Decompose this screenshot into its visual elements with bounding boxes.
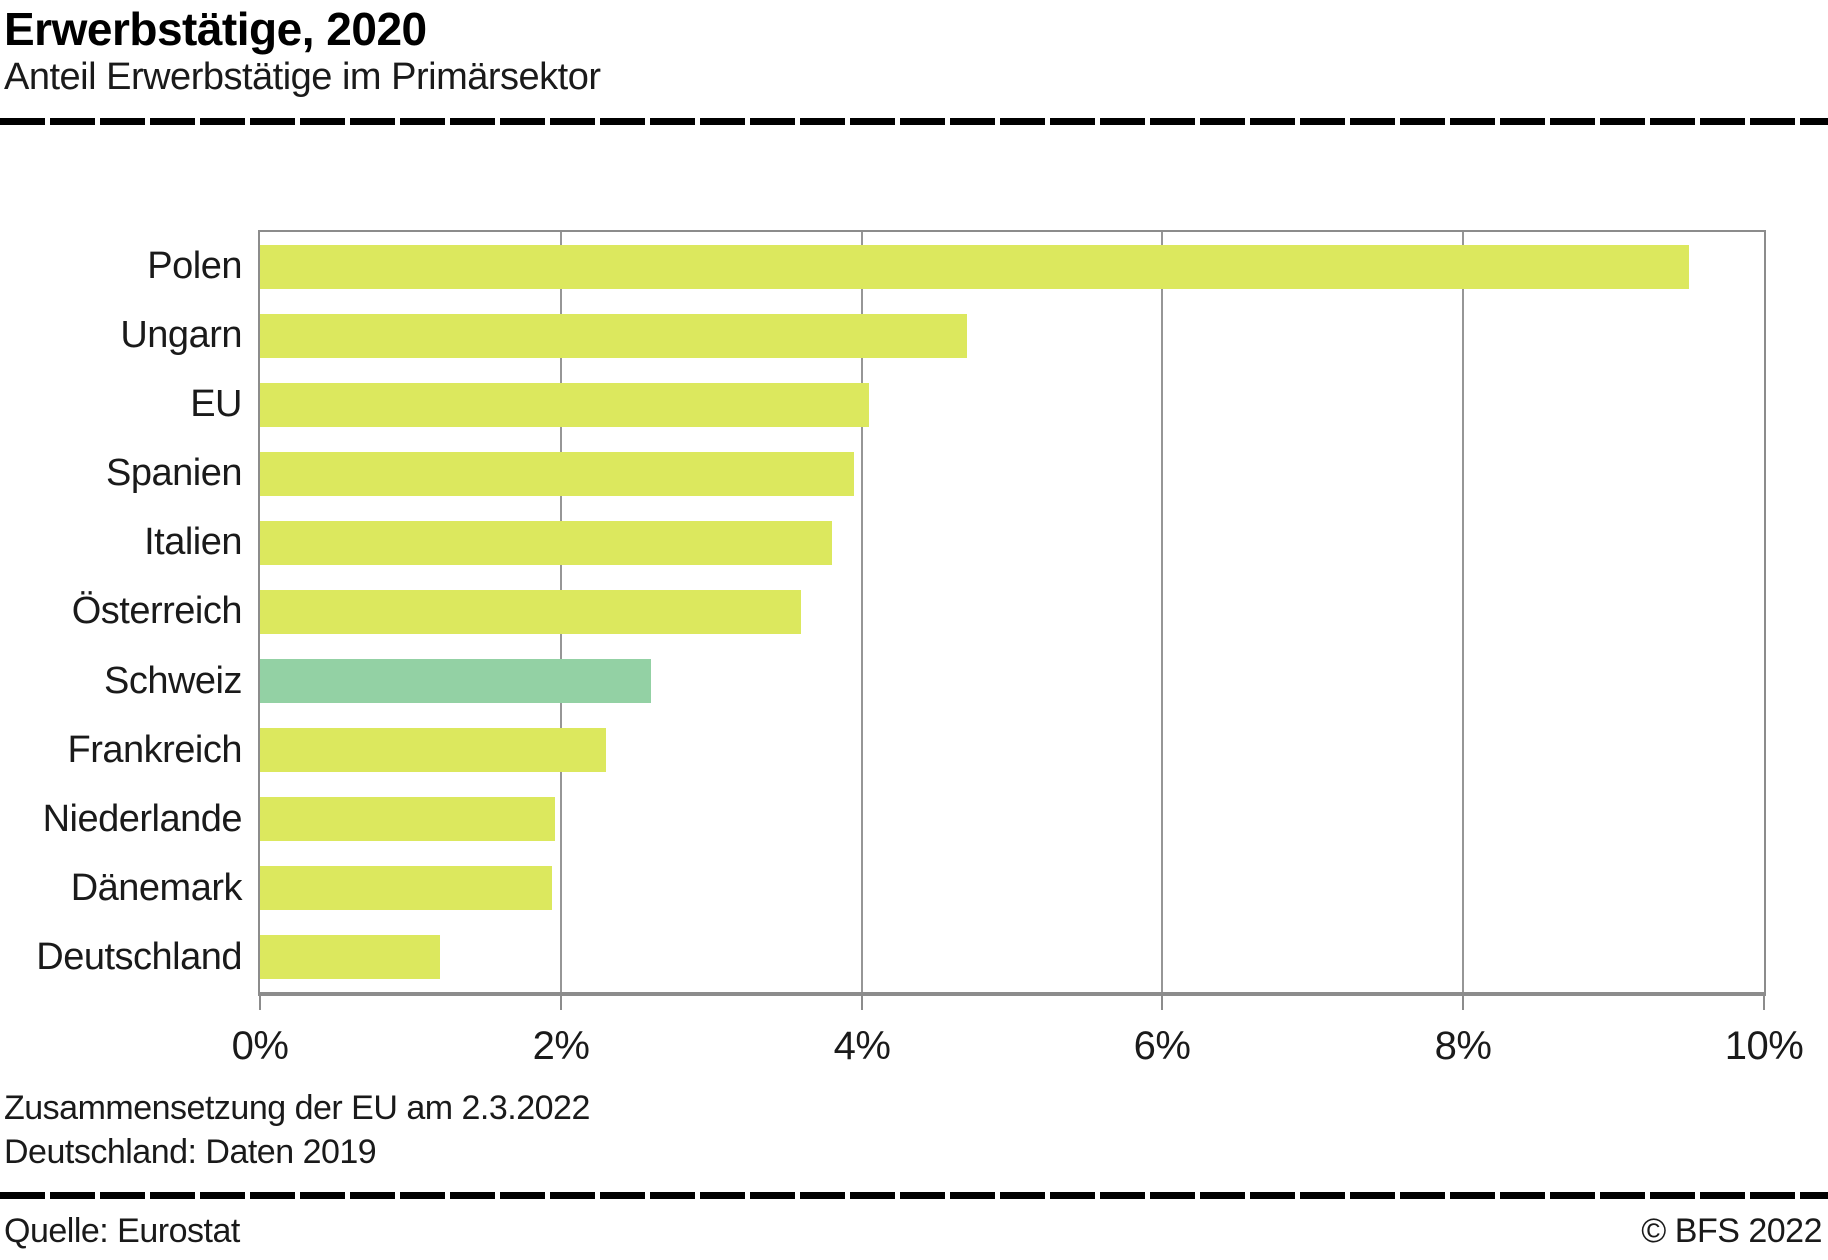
source-text: Quelle: Eurostat <box>4 1212 240 1250</box>
bar-schweiz <box>260 659 651 703</box>
footnotes: Zusammensetzung der EU am 2.3.2022 Deuts… <box>4 1086 590 1174</box>
bar--sterreich <box>260 590 801 634</box>
axis-tick-4 <box>861 996 863 1010</box>
bar-polen <box>260 245 1689 289</box>
axis-tick-2 <box>560 996 562 1010</box>
footer-divider-rule <box>0 1192 1828 1199</box>
category-label-d-nemark: Dänemark <box>70 867 243 909</box>
category-label-ungarn: Ungarn <box>120 314 242 356</box>
category-label-frankreich: Frankreich <box>67 729 243 771</box>
chart-title: Erwerbstätige, 2020 <box>4 3 427 55</box>
axis-tick-label-6: 6% <box>1133 1024 1191 1068</box>
category-label-polen: Polen <box>147 245 242 287</box>
gridline-6 <box>1161 232 1163 992</box>
gridline-4 <box>861 232 863 992</box>
chart-subtitle: Anteil Erwerbstätige im Primärsektor <box>4 56 601 98</box>
bar-eu <box>260 383 869 427</box>
bar-niederlande <box>260 797 555 841</box>
axis-tick-10 <box>1763 996 1765 1010</box>
footnote-eu: Zusammensetzung der EU am 2.3.2022 <box>4 1089 590 1127</box>
bar-d-nemark <box>260 866 552 910</box>
plot-area <box>258 230 1766 996</box>
category-label-eu: EU <box>190 383 242 425</box>
header-divider-rule <box>0 118 1828 125</box>
bar-deutschland <box>260 935 440 979</box>
category-label-spanien: Spanien <box>106 452 242 494</box>
gridline-8 <box>1462 232 1464 992</box>
axis-tick-label-8: 8% <box>1434 1024 1492 1068</box>
axis-tick-label-10: 10% <box>1724 1024 1804 1068</box>
bar-frankreich <box>260 728 606 772</box>
axis-tick-0 <box>259 996 261 1010</box>
category-label--sterreich: Österreich <box>71 590 243 632</box>
axis-tick-label-4: 4% <box>833 1024 891 1068</box>
footnote-germany: Deutschland: Daten 2019 <box>4 1133 377 1171</box>
bar-ungarn <box>260 314 967 358</box>
copyright-text: © BFS 2022 <box>1641 1212 1822 1250</box>
bar-spanien <box>260 452 854 496</box>
axis-tick-8 <box>1462 996 1464 1010</box>
axis-tick-label-0: 0% <box>231 1024 289 1068</box>
category-labels: Polen Ungarn EU Spanien Italien Österreich Sch… <box>0 232 242 992</box>
category-label-italien: Italien <box>144 521 242 563</box>
bar-italien <box>260 521 832 565</box>
axis-tick-label-2: 2% <box>532 1024 590 1068</box>
category-label-niederlande: Niederlande <box>42 798 243 840</box>
axis-tick-6 <box>1161 996 1163 1010</box>
category-label-deutschland: Deutschland <box>36 936 242 978</box>
category-label-schweiz: Schweiz <box>104 660 243 702</box>
